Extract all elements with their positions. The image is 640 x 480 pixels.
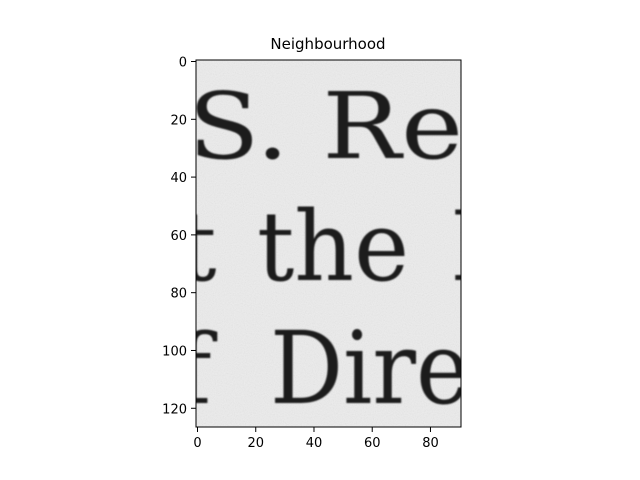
y-tick-label: 40 — [170, 171, 187, 186]
y-axis: 0 20 40 60 80 100 120 — [162, 56, 196, 417]
text-line-3: Dire — [270, 310, 470, 427]
y-tick-label: 100 — [162, 344, 187, 359]
x-tick-label: 80 — [422, 436, 439, 451]
text-line-2: the — [257, 191, 409, 303]
axes-frame — [195, 59, 462, 428]
y-tick-label: 80 — [170, 287, 187, 302]
scanned-text: S. Re t the I f Dire — [178, 73, 488, 427]
x-axis: 0 20 40 60 80 — [193, 427, 439, 451]
y-tick-label: 20 — [170, 113, 187, 128]
x-tick-label: 60 — [364, 436, 381, 451]
image-panel: S. Re t the I f Dire — [178, 60, 488, 427]
y-tick-label: 60 — [170, 229, 187, 244]
x-tick-label: 40 — [306, 436, 323, 451]
x-tick-label: 20 — [247, 436, 264, 451]
image-grain — [196, 60, 461, 427]
text-line-1: S. Re — [188, 73, 463, 180]
plot-title: Neighbourhood — [270, 35, 385, 53]
text-line-2-fragment-right: I — [450, 191, 488, 303]
y-tick-label: 0 — [179, 56, 187, 71]
text-line-2-fragment-left: t — [178, 191, 217, 303]
x-tick-label: 0 — [193, 436, 201, 451]
y-tick-label: 120 — [162, 402, 187, 417]
